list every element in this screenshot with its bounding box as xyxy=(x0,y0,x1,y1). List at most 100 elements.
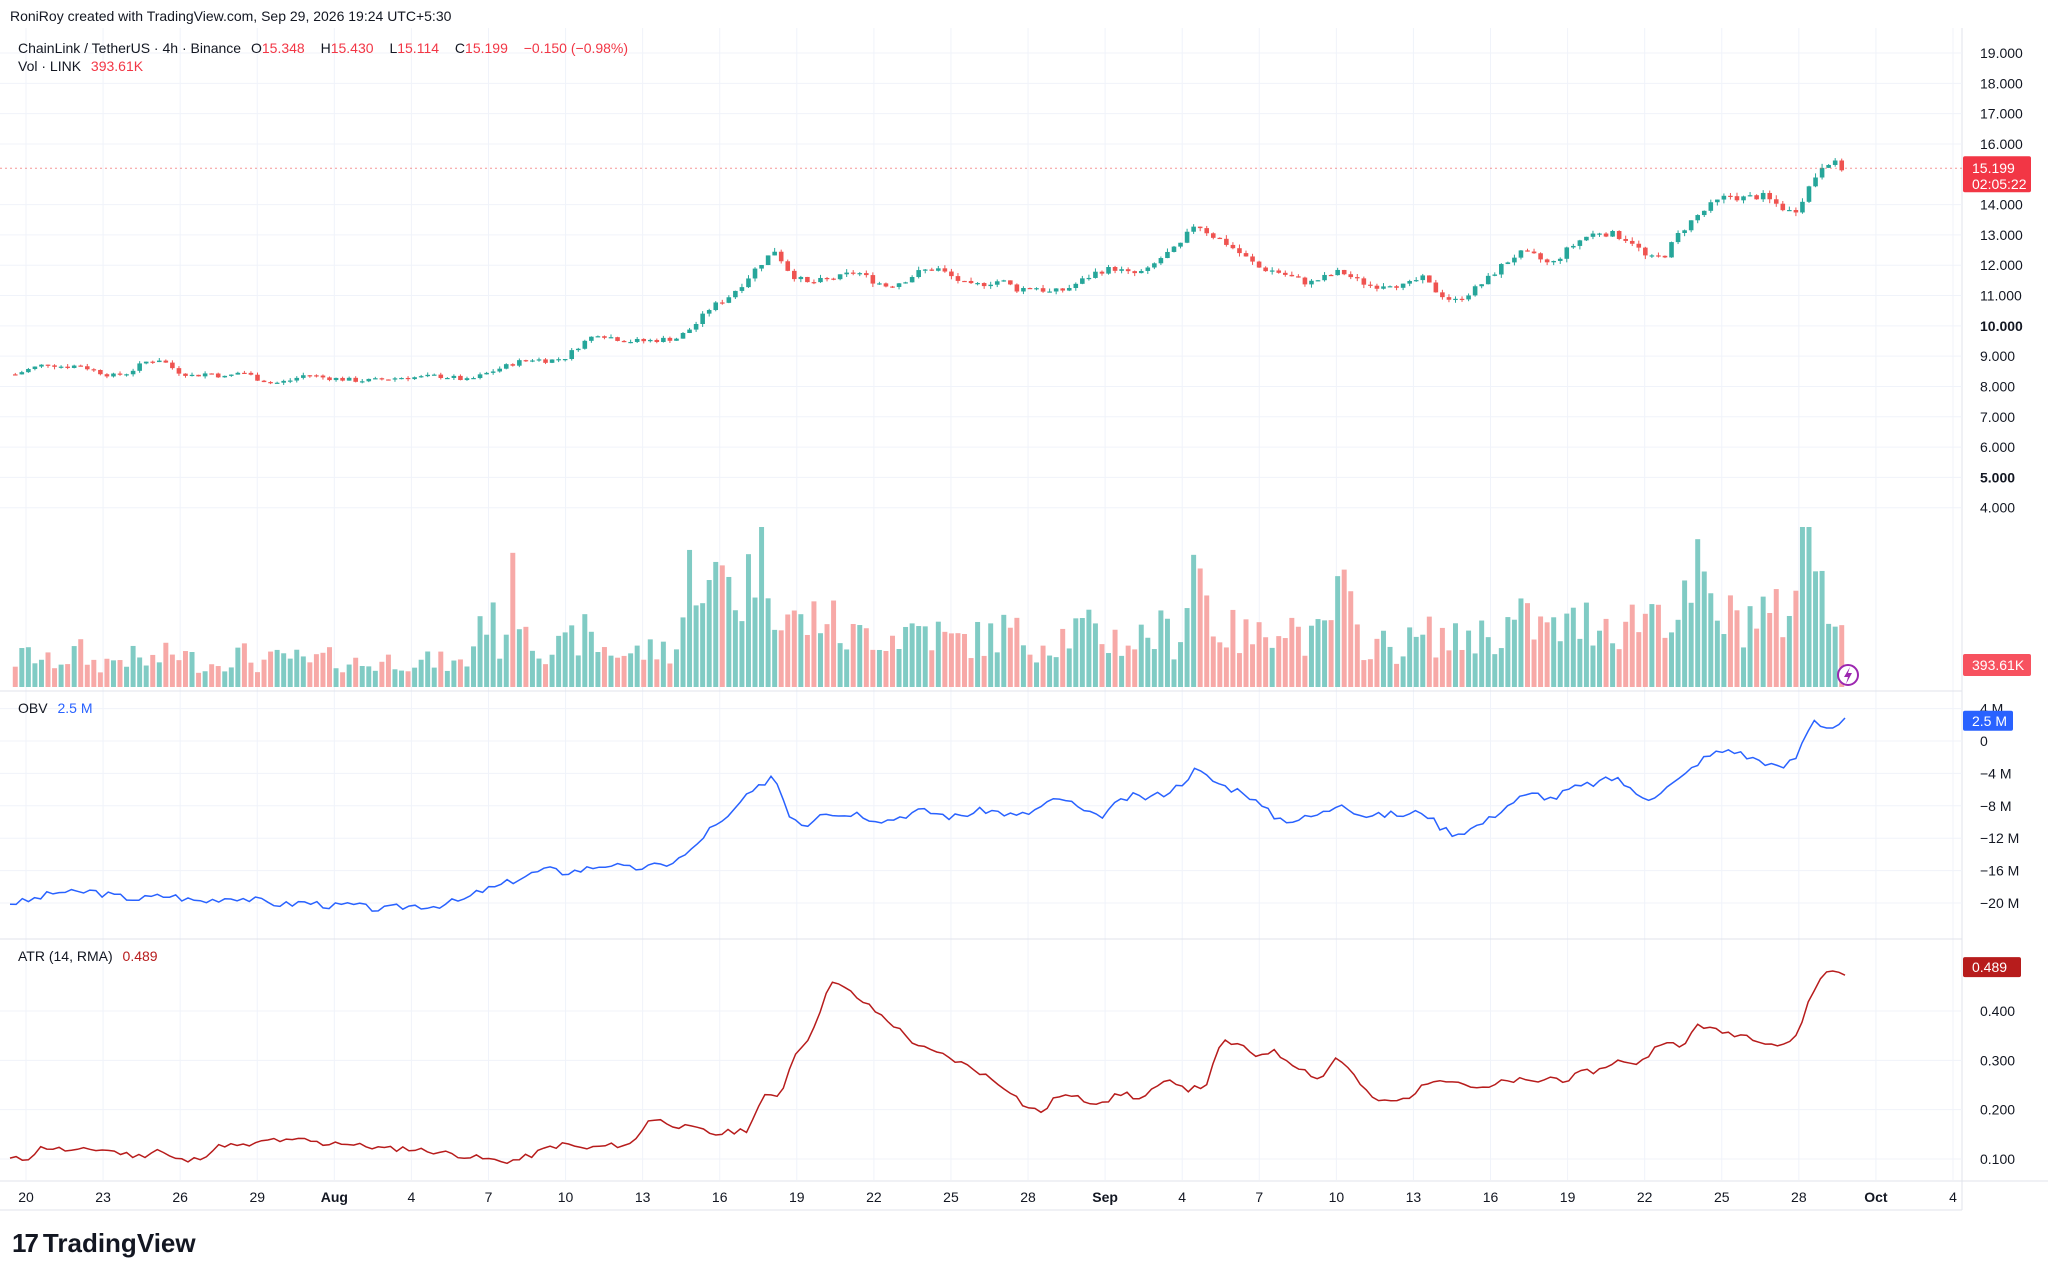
candle-body xyxy=(1538,253,1543,260)
candle-body xyxy=(222,375,228,378)
volume-bar xyxy=(202,671,208,687)
symbol-label[interactable]: ChainLink / TetherUS · 4h · Binance xyxy=(18,40,242,56)
candle-body xyxy=(1512,257,1517,263)
volume-bar xyxy=(1361,660,1367,687)
candle-body xyxy=(968,280,974,284)
candle-body xyxy=(353,377,358,382)
candle-body xyxy=(1472,286,1478,296)
x-axis-tick-label: 23 xyxy=(95,1189,111,1205)
volume-bar xyxy=(130,645,136,687)
volume-bar xyxy=(1636,632,1642,687)
candle-body xyxy=(602,336,607,338)
volume-bar xyxy=(1053,657,1059,687)
candle-body xyxy=(1505,262,1511,265)
volume-bar xyxy=(673,649,679,687)
volume-value: 393.61K xyxy=(90,58,144,74)
volume-bar xyxy=(706,580,712,687)
volume-value-tag xyxy=(1963,654,2031,676)
candle-body xyxy=(1093,271,1098,278)
volume-bar xyxy=(124,666,130,687)
volume-bar xyxy=(988,623,994,687)
candle-body xyxy=(1296,276,1301,278)
last-price-tag xyxy=(1963,156,2031,193)
volume-bar xyxy=(353,657,359,687)
volume-bar xyxy=(1354,624,1360,687)
volume-bar xyxy=(1747,606,1753,687)
candle-body xyxy=(1826,164,1831,168)
candle-body xyxy=(1145,267,1151,271)
atr-label[interactable]: ATR (14, RMA) xyxy=(18,948,113,964)
volume-bar xyxy=(523,626,529,687)
volume-bar xyxy=(628,653,634,687)
volume-bar xyxy=(1806,527,1812,687)
volume-bar xyxy=(549,654,555,687)
last-price-label: 15.199 xyxy=(1972,160,2015,176)
candle-body xyxy=(713,302,719,311)
volume-bar xyxy=(922,626,928,687)
volume-bar xyxy=(268,651,274,687)
candle-body xyxy=(693,324,699,330)
volume-bar xyxy=(1780,637,1786,687)
tradingview-logo[interactable]: 17 TradingView xyxy=(12,1228,196,1259)
x-axis-tick-label: 16 xyxy=(1483,1189,1499,1205)
volume-bar xyxy=(1518,598,1524,687)
volume-bar xyxy=(955,633,961,687)
tradingview-logo-mark-icon: 17 xyxy=(12,1228,39,1258)
volume-bar xyxy=(1400,656,1406,687)
volume-bar xyxy=(137,657,143,687)
volume-bar xyxy=(1786,615,1792,687)
volume-bar xyxy=(1819,570,1825,687)
x-axis-tick-label: 22 xyxy=(866,1189,882,1205)
volume-bar xyxy=(1826,623,1832,687)
candle-body xyxy=(1387,286,1393,288)
volume-bar xyxy=(307,662,313,687)
volume-bar xyxy=(1184,608,1190,687)
candle-body xyxy=(1603,233,1609,237)
volume-bar xyxy=(320,652,326,687)
candle-body xyxy=(1014,284,1020,292)
candle-body xyxy=(1754,195,1759,200)
volume-bar xyxy=(215,666,221,687)
candle-body xyxy=(1256,261,1262,268)
author-line: RoniRoy created with TradingView.com, Se… xyxy=(10,8,452,24)
volume-bar xyxy=(1511,619,1517,687)
volume-bar xyxy=(484,634,490,687)
candle-body xyxy=(183,373,188,376)
candle-body xyxy=(1715,199,1720,203)
volume-bar xyxy=(909,623,915,687)
volume-bar xyxy=(425,651,431,687)
candle-body xyxy=(58,366,64,368)
obv-label[interactable]: OBV xyxy=(18,700,48,716)
candle-body xyxy=(1839,160,1845,171)
candle-body xyxy=(1302,277,1308,285)
lightning-bolt-icon xyxy=(1844,667,1852,684)
candle-body xyxy=(746,278,751,288)
candle-body xyxy=(1466,295,1471,300)
candle-body xyxy=(1368,284,1373,286)
volume-bar xyxy=(870,649,876,687)
x-axis-tick-label: 28 xyxy=(1020,1189,1036,1205)
candle-body xyxy=(215,373,221,378)
candle-body xyxy=(981,283,987,287)
volume-bar xyxy=(294,649,300,687)
volume-bar xyxy=(948,633,954,687)
candle-body xyxy=(71,365,77,368)
volume-bar xyxy=(1544,622,1550,687)
volume-bar xyxy=(1197,568,1203,687)
candle-body xyxy=(1760,192,1766,200)
volume-bar xyxy=(1230,609,1236,687)
volume-bar xyxy=(65,664,71,687)
candle-body xyxy=(916,270,921,278)
candle-body xyxy=(281,380,286,383)
volume-bar xyxy=(1420,634,1426,687)
volume-bar xyxy=(529,650,535,687)
price-tick-label: 10.000 xyxy=(1980,318,2023,334)
candle-body xyxy=(1734,196,1740,201)
candle-body xyxy=(1832,160,1838,165)
volume-bar xyxy=(595,652,601,687)
volume-bar xyxy=(883,650,889,687)
volume-bar xyxy=(1380,630,1386,687)
volume-label[interactable]: Vol · LINK xyxy=(18,58,82,74)
candle-body xyxy=(45,364,51,366)
